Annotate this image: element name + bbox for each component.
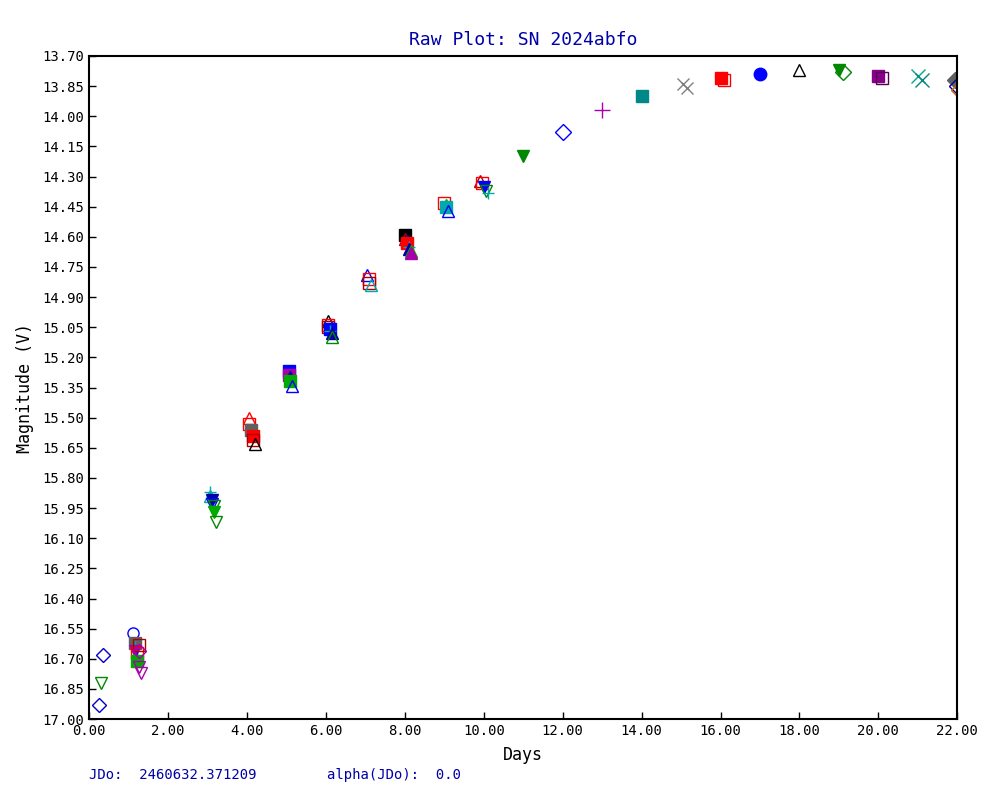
Text: alpha(JDo):  0.0: alpha(JDo): 0.0 [327, 768, 461, 782]
X-axis label: Days: Days [503, 746, 544, 765]
Y-axis label: Magnitude (V): Magnitude (V) [16, 323, 34, 452]
Title: Raw Plot: SN 2024abfo: Raw Plot: SN 2024abfo [409, 31, 638, 49]
Text: JDo:  2460632.371209: JDo: 2460632.371209 [89, 768, 257, 782]
